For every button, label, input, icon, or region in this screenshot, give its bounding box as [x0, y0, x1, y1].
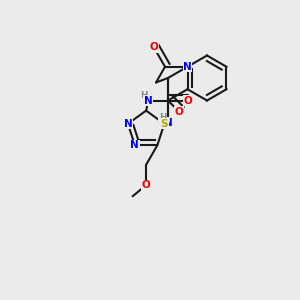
Text: O: O	[183, 95, 192, 106]
Text: O: O	[149, 42, 158, 52]
Text: N: N	[164, 118, 172, 128]
Text: N: N	[130, 140, 139, 150]
Text: H: H	[159, 113, 166, 122]
Text: N: N	[124, 119, 132, 129]
Text: O: O	[175, 107, 184, 117]
Text: O: O	[142, 180, 151, 190]
Text: S: S	[160, 119, 168, 129]
Text: N: N	[144, 95, 153, 106]
Text: H: H	[140, 92, 148, 100]
Text: N: N	[183, 62, 192, 72]
